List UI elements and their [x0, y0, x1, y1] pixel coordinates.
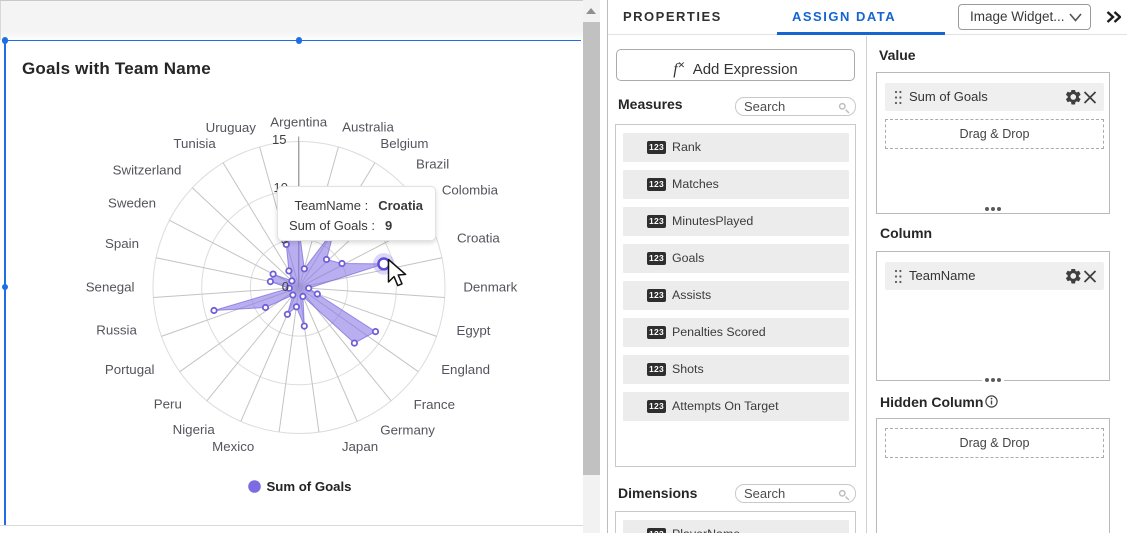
svg-text:France: France — [414, 397, 455, 412]
svg-text:Senegal: Senegal — [86, 279, 135, 294]
svg-text:15: 15 — [272, 132, 286, 147]
svg-text:England: England — [441, 362, 490, 377]
svg-text:Uruguay: Uruguay — [206, 120, 257, 135]
svg-text:Portugal: Portugal — [105, 362, 155, 377]
svg-text:Germany: Germany — [380, 423, 435, 438]
svg-text:Spain: Spain — [105, 236, 139, 251]
svg-text:Denmark: Denmark — [463, 279, 517, 294]
svg-text:0: 0 — [282, 279, 289, 294]
svg-text:Croatia: Croatia — [457, 231, 500, 246]
svg-text:Belgium: Belgium — [380, 136, 428, 151]
svg-text:Argentina: Argentina — [270, 115, 328, 130]
svg-text:Russia: Russia — [96, 322, 137, 337]
svg-text:Brazil: Brazil — [416, 157, 449, 172]
svg-text:Switzerland: Switzerland — [113, 162, 182, 177]
svg-text:Nigeria: Nigeria — [173, 422, 216, 437]
svg-text:Sum of Goals: Sum of Goals — [267, 479, 352, 494]
svg-text:Egypt: Egypt — [456, 323, 490, 338]
svg-text:Japan: Japan — [342, 439, 378, 454]
svg-text:Mexico: Mexico — [212, 439, 254, 454]
svg-text:Peru: Peru — [154, 397, 182, 412]
svg-text:Tunisia: Tunisia — [173, 136, 216, 151]
svg-text:Sweden: Sweden — [108, 195, 156, 210]
svg-text:Colombia: Colombia — [442, 182, 499, 197]
svg-text:Australia: Australia — [342, 120, 394, 135]
